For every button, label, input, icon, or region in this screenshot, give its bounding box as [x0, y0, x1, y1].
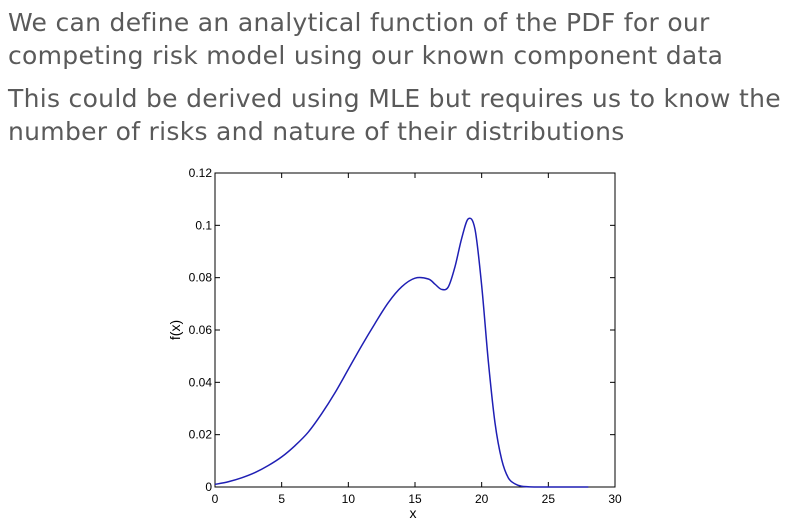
bullet-1-line-2: competing risk model using our known com… — [8, 41, 724, 70]
axis-ticks — [214, 172, 616, 488]
x-tick-label: 15 — [408, 492, 422, 506]
x-tick-label: 25 — [542, 492, 556, 506]
y-tick-label: 0 — [205, 480, 212, 494]
y-tick-label: 0.04 — [189, 375, 213, 389]
y-tick-label: 0.08 — [189, 271, 213, 285]
x-tick-label: 5 — [278, 492, 285, 506]
x-tick-label: 20 — [475, 492, 489, 506]
x-axis-label: x — [410, 505, 417, 521]
bullet-2-line-2: number of risks and nature of their dist… — [8, 117, 625, 146]
x-tick-label: 0 — [212, 492, 219, 506]
y-tick-label: 0.06 — [189, 323, 213, 337]
bullet-1-line-1: We can define an analytical function of … — [8, 8, 710, 37]
bullet-2-line-1: This could be derived using MLE but requ… — [8, 84, 781, 113]
y-tick-label: 0.1 — [195, 218, 212, 232]
pdf-curve — [214, 217, 589, 488]
x-tick-label: 10 — [342, 492, 356, 506]
y-axis-label: f(x) — [167, 320, 183, 340]
x-tick-label: 30 — [608, 492, 622, 506]
plot-frame — [214, 172, 616, 488]
axis-tick-labels: 0 5 10 15 20 25 30 0 0.02 0.04 0.06 0.08 0.1 0.12 — [189, 166, 622, 506]
y-tick-label: 0.02 — [189, 428, 213, 442]
y-tick-label: 0.12 — [189, 166, 213, 180]
bullet-point-2: This could be derived using MLE but requ… — [8, 82, 803, 148]
bullet-point-1: We can define an analytical function of … — [8, 6, 803, 72]
